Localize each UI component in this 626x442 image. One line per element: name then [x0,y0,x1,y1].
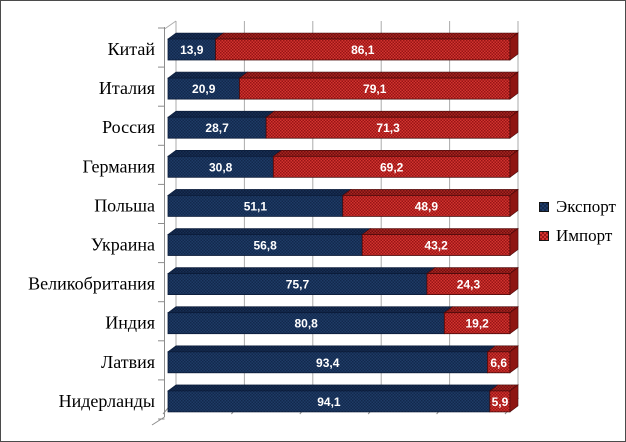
bar-top-face-export [167,228,372,235]
bar-end-cap [509,345,519,374]
category-label: Нидерланды [59,391,155,411]
value-label-export: 75,7 [286,278,310,292]
bar-end-cap [509,149,519,178]
category-label: Китай [108,39,156,59]
bar-top-face-import [238,71,519,79]
bar-top-face-import [272,150,519,157]
legend-item-import[interactable]: Импорт [539,226,616,246]
category-label: Италия [99,78,155,98]
value-label-import: 6,6 [490,356,507,370]
category-label: Великобритания [28,274,155,294]
bar-end-cap [509,384,519,413]
legend-label-import: Импорт [556,226,613,245]
legend-swatch-import [539,231,549,241]
bar-end-cap [509,306,519,335]
category-label: Польша [94,195,155,215]
value-label-export: 28,7 [205,121,229,135]
value-label-import: 69,2 [380,160,404,174]
value-label-export: 80,8 [294,317,318,331]
bar-top-face-export [167,306,454,314]
bar-top-face-import [341,189,519,196]
bar-top-face-export [167,267,436,274]
bar-end-cap [509,110,519,139]
value-label-export: 94,1 [317,395,341,409]
bar-top-face-import [214,32,519,40]
bar-top-face-export [167,110,276,118]
bar-end-cap [509,32,519,61]
category-label: Россия [102,117,155,137]
value-label-import: 43,2 [424,239,448,253]
category-label: Украина [91,235,155,255]
bar-top-face-import [443,306,519,314]
bar-top-face-export [167,384,499,392]
value-label-import: 48,9 [415,199,439,213]
value-label-import: 24,3 [457,278,481,292]
bar-top-face-import [361,228,519,235]
value-label-import: 71,3 [376,121,400,135]
category-label: Индия [105,313,155,333]
legend-item-export[interactable]: Экспорт [539,197,616,217]
category-label: Германия [82,156,155,176]
bar-top-face-import [425,267,519,274]
wall-top-edge [164,20,177,30]
bar-end-cap [509,227,519,257]
bar-top-face-export [167,189,352,196]
value-label-import: 19,2 [465,317,489,331]
value-label-import: 79,1 [363,82,387,96]
bar-end-cap [509,71,519,100]
category-label: Латвия [101,352,155,372]
bar-top-face-export [167,345,497,353]
bar-end-cap [509,188,519,217]
legend-swatch-export [539,202,549,212]
legend-label-export: Экспорт [556,197,616,216]
bar-top-face-export [167,32,225,40]
value-label-import: 5,9 [492,395,509,409]
axis-floor-corner [151,416,165,426]
value-label-export: 56,8 [253,239,277,253]
value-label-export: 51,1 [244,199,268,213]
value-label-export: 30,8 [209,160,233,174]
value-label-export: 93,4 [316,356,340,370]
bar-top-face-export [167,71,249,79]
legend: Экспорт Импорт [539,197,616,246]
bar-top-face-export [167,150,283,157]
value-label-export: 20,9 [192,82,216,96]
bar-top-face-import [265,110,519,118]
value-label-export: 13,9 [180,43,204,57]
value-label-import: 86,1 [351,43,375,57]
bar-end-cap [509,267,519,296]
